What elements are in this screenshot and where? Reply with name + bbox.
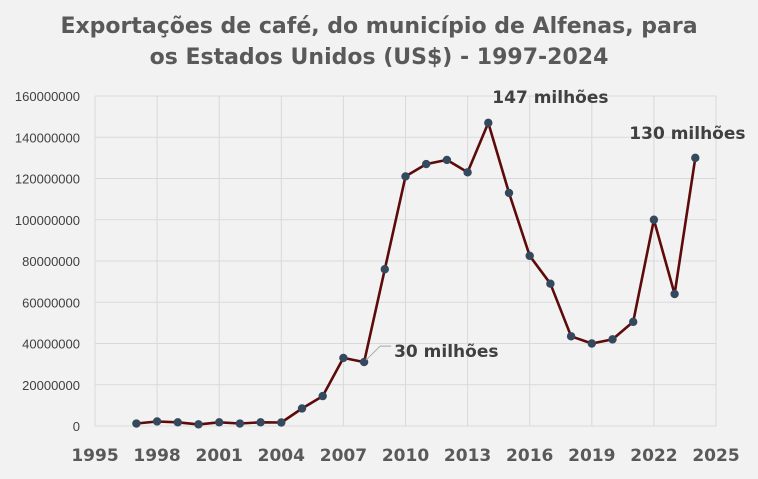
y-tick-label: 60000000 [22,295,80,310]
data-point [608,335,617,344]
y-tick-label: 80000000 [22,254,80,269]
data-point [401,172,410,181]
data-point [215,418,224,427]
data-point [649,215,659,224]
data-point [380,265,389,274]
data-point [442,155,452,165]
x-tick-label: 2016 [506,446,553,466]
data-point [691,153,700,163]
x-tick-label: 2013 [444,446,491,466]
y-tick-label: 20000000 [22,378,80,393]
series-line [136,121,697,426]
x-tick-label: 2025 [692,446,739,466]
data-point [546,279,555,288]
y-tick-label: 160000000 [15,89,80,104]
data-point [339,353,348,363]
data-point [152,417,162,426]
data-point [173,418,182,427]
annotation-label: 30 milhões [394,342,498,362]
y-tick-label: 40000000 [22,337,80,352]
y-tick-label: 100000000 [15,213,80,228]
x-tick-label: 2004 [258,446,305,466]
x-tick-label: 2010 [382,446,429,466]
y-tick-label: 140000000 [15,130,80,145]
data-point [256,418,265,427]
data-point [194,420,203,429]
data-point [629,317,638,327]
annotation-leader-line [365,345,392,361]
data-point [525,251,534,261]
data-point [463,168,472,177]
data-point [297,404,307,413]
x-tick-label: 2019 [568,446,615,466]
chart-title-line-1: Exportações de café, do município de Alf… [60,14,698,39]
x-tick-label: 1998 [133,446,180,466]
x-tick-label: 2001 [196,446,243,466]
x-tick-label: 2022 [630,446,677,466]
data-point [422,159,431,169]
data-point [484,118,493,128]
annotation-label: 130 milhões [629,124,745,144]
data-point [566,332,576,341]
data-point [277,418,286,427]
x-tick-label: 1995 [71,446,118,466]
x-tick-label: 2007 [320,446,367,466]
data-point [504,188,514,198]
data-point [587,339,596,348]
annotation-label: 147 milhões [492,88,608,108]
data-point [132,419,141,428]
data-point [235,419,245,428]
y-tick-label: 0 [73,419,80,434]
chart-title-line-2: os Estados Unidos (US$) - 1997-2024 [149,45,609,70]
data-point [670,289,679,299]
data-point [318,391,327,401]
y-tick-label: 120000000 [15,172,80,187]
